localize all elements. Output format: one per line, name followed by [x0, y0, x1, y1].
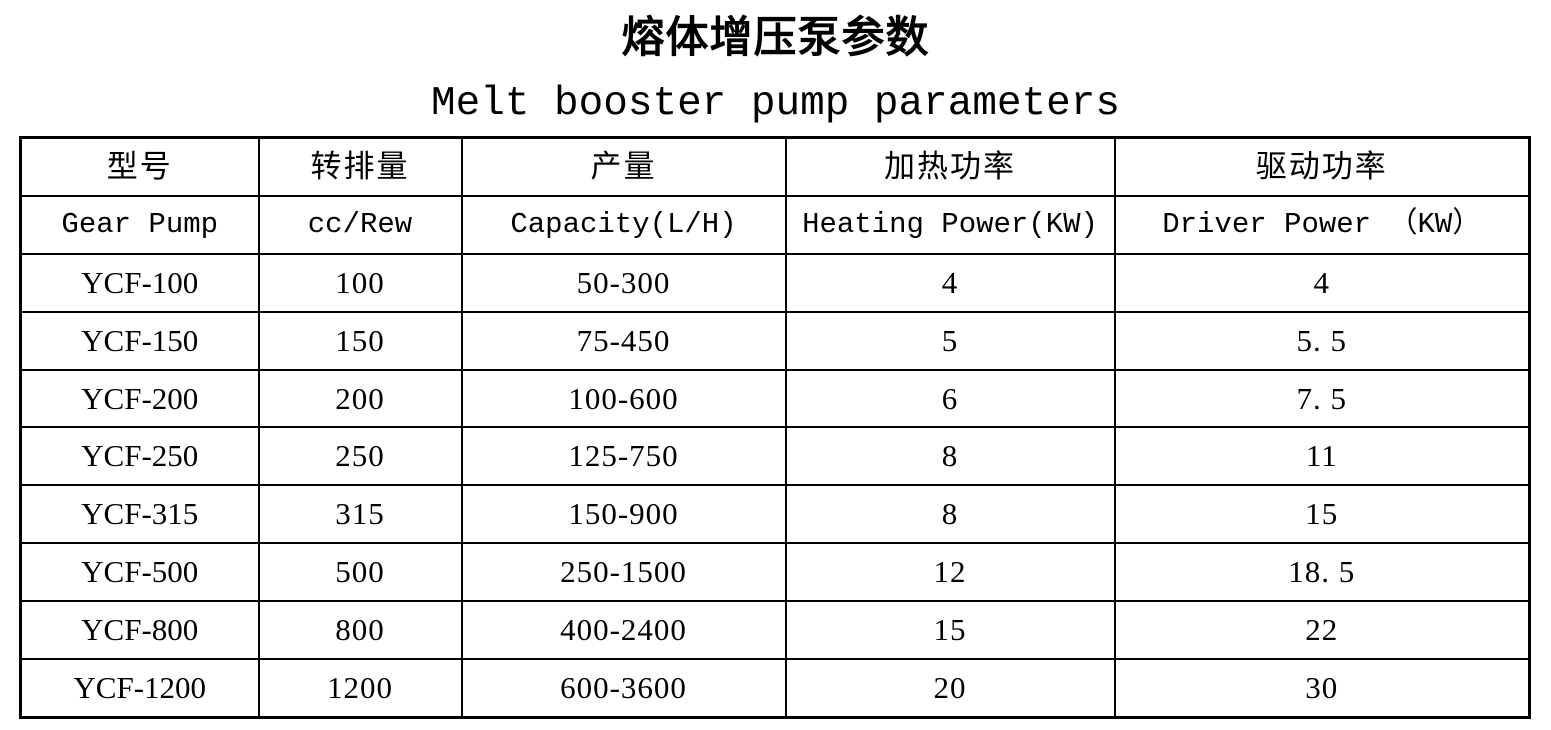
cell-heating-power: 12	[784, 542, 1116, 603]
column-header-heating-power-cn: 加热功率	[784, 136, 1116, 197]
cell-capacity: 250-1500	[460, 542, 787, 603]
table-row: YCF-100 100 50-300 4 4	[19, 252, 1531, 313]
cell-driver-power: 30	[1113, 658, 1531, 719]
cell-driver-power: 22	[1113, 600, 1531, 661]
table-row: YCF-250 250 125-750 8 11	[19, 426, 1531, 487]
cell-capacity: 50-300	[460, 252, 787, 313]
table-row: YCF-1200 1200 600-3600 20 30	[19, 658, 1531, 719]
cell-heating-power: 5	[784, 310, 1116, 371]
page-title-chinese: 熔体增压泵参数	[621, 13, 930, 63]
cell-heating-power: 20	[784, 658, 1116, 719]
cell-model: YCF-315	[19, 484, 260, 545]
cell-heating-power: 15	[784, 600, 1116, 661]
table-row: YCF-315 315 150-900 8 15	[19, 484, 1531, 545]
column-header-heating-power-en: Heating Power(KW)	[784, 194, 1116, 255]
spec-table-container: 型号 转排量 产量 加热功率 驱动功率 Gear Pump cc/Rew Cap…	[19, 136, 1531, 719]
column-header-capacity-cn: 产量	[460, 136, 787, 197]
column-header-driver-power-cn: 驱动功率	[1113, 136, 1531, 197]
cell-capacity: 150-900	[460, 484, 787, 545]
column-header-displacement-en: cc/Rew	[257, 194, 463, 255]
column-header-model-cn: 型号	[19, 136, 260, 197]
table-row: YCF-200 200 100-600 6 7. 5	[19, 368, 1531, 429]
cell-model: YCF-100	[19, 252, 260, 313]
cell-heating-power: 4	[784, 252, 1116, 313]
cell-displacement: 150	[257, 310, 463, 371]
column-header-driver-power-en: Driver Power （KW）	[1113, 194, 1531, 255]
cell-model: YCF-500	[19, 542, 260, 603]
cell-heating-power: 6	[784, 368, 1116, 429]
cell-driver-power: 4	[1113, 252, 1531, 313]
table-row: YCF-150 150 75-450 5 5. 5	[19, 310, 1531, 371]
cell-heating-power: 8	[784, 484, 1116, 545]
cell-displacement: 800	[257, 600, 463, 661]
cell-displacement: 250	[257, 426, 463, 487]
table-row: YCF-800 800 400-2400 15 22	[19, 600, 1531, 661]
table-header-row-chinese: 型号 转排量 产量 加热功率 驱动功率	[19, 136, 1531, 197]
cell-capacity: 75-450	[460, 310, 787, 371]
cell-capacity: 600-3600	[460, 658, 787, 719]
cell-model: YCF-150	[19, 310, 260, 371]
cell-model: YCF-200	[19, 368, 260, 429]
column-header-displacement-cn: 转排量	[257, 136, 463, 197]
table-row: YCF-500 500 250-1500 12 18. 5	[19, 542, 1531, 603]
cell-driver-power: 11	[1113, 426, 1531, 487]
melt-booster-pump-parameters-table: 型号 转排量 产量 加热功率 驱动功率 Gear Pump cc/Rew Cap…	[19, 136, 1531, 719]
cell-displacement: 200	[257, 368, 463, 429]
cell-driver-power: 15	[1113, 484, 1531, 545]
cell-displacement: 315	[257, 484, 463, 545]
cell-model: YCF-800	[19, 600, 260, 661]
table-header-row-english: Gear Pump cc/Rew Capacity(L/H) Heating P…	[19, 194, 1531, 255]
cell-driver-power: 18. 5	[1113, 542, 1531, 603]
cell-capacity: 100-600	[460, 368, 787, 429]
cell-capacity: 400-2400	[460, 600, 787, 661]
cell-displacement: 1200	[257, 658, 463, 719]
cell-displacement: 500	[257, 542, 463, 603]
table-body: 型号 转排量 产量 加热功率 驱动功率 Gear Pump cc/Rew Cap…	[19, 136, 1531, 719]
column-header-model-en: Gear Pump	[19, 194, 260, 255]
cell-driver-power: 5. 5	[1113, 310, 1531, 371]
cell-model: YCF-1200	[19, 658, 260, 719]
cell-driver-power: 7. 5	[1113, 368, 1531, 429]
cell-capacity: 125-750	[460, 426, 787, 487]
cell-model: YCF-250	[19, 426, 260, 487]
cell-displacement: 100	[257, 252, 463, 313]
page-title-english: Melt booster pump parameters	[431, 81, 1120, 127]
column-header-capacity-en: Capacity(L/H)	[460, 194, 787, 255]
cell-heating-power: 8	[784, 426, 1116, 487]
